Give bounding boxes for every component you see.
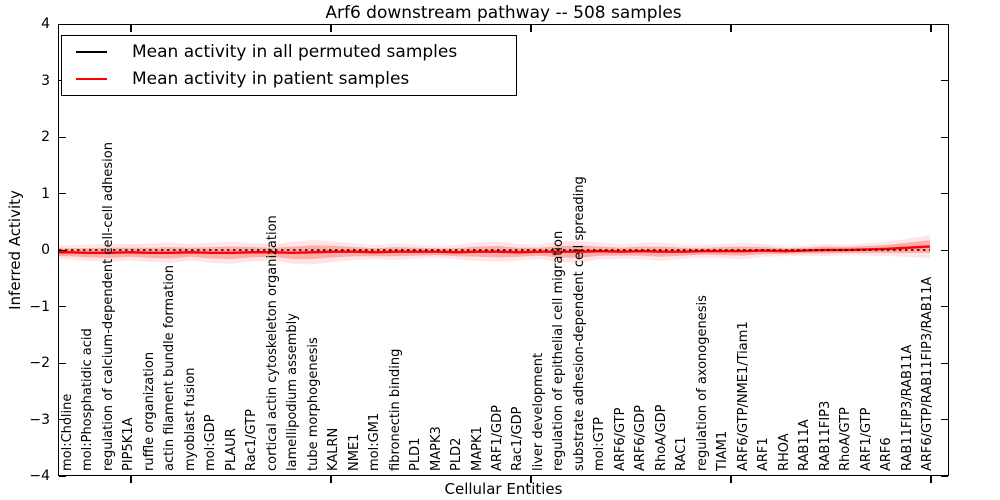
category-label: lamellipodium assembly [285,313,301,471]
y-tick-label: 1 [41,185,50,202]
category-label: ARF6/GTP/RAB11FIP3/RAB11A [920,276,935,471]
category-label: Rac1/GDP [510,406,526,471]
y-tick-mark [941,306,948,308]
category-label: ARF6/GTP [612,407,628,471]
x-tick-mark [530,25,532,32]
category-label: ARF6/GDP [633,405,649,471]
category-label: RHOA [776,433,792,471]
category-label: regulation of axonogenesis [694,295,710,471]
x-axis-label: Cellular Entities [444,480,563,498]
legend-item-permuted: Mean activity in all permuted samples [62,39,516,65]
category-label: ARF6/GTP/NME1/Tiam1 [735,321,751,471]
y-tick-mark [59,23,66,25]
y-tick-label: 2 [41,129,50,145]
category-label: RAC1 [674,436,690,471]
category-label: KALRN [326,427,342,471]
category-label: RhoA/GDP [653,404,669,471]
y-tick-label: −4 [29,468,50,484]
y-tick-mark [59,362,66,364]
y-tick-mark [941,80,948,82]
y-tick-label: 4 [41,16,50,32]
x-tick-mark [730,25,732,32]
category-label: mol:Choline [60,393,75,471]
category-label: actin filament bundle formation [162,265,178,471]
y-tick-label: −1 [29,298,50,315]
category-label: ARF1 [756,437,772,471]
x-tick-mark [730,475,732,483]
legend-item-patient: Mean activity in patient samples [62,66,516,92]
category-label: RAB11A [797,419,813,471]
category-label: ARF1/GDP [490,405,505,471]
y-tick-label: −3 [29,411,50,428]
confidence-band-inner [59,240,930,260]
category-label: NME1 [346,433,362,471]
x-tick-mark [330,25,332,32]
category-label: ruffle organization [141,351,157,471]
category-label: fibronectin binding [387,348,403,471]
y-tick-mark [941,362,948,364]
y-tick-mark [941,475,948,477]
category-label: mol:Phosphatidic acid [80,328,96,471]
y-tick-mark [941,419,948,421]
category-label: liver development [530,352,546,471]
y-tick-mark [59,193,66,195]
category-label: MAPK1 [469,426,485,471]
red-line-sample-icon [76,78,107,80]
x-tick-mark [130,475,132,483]
y-tick-mark [941,23,948,25]
y-tick-mark [59,475,66,477]
plot-area [58,24,949,476]
category-label: substrate adhesion-dependent cell spread… [571,176,587,471]
category-label: TIAM1 [715,430,731,471]
category-label: RAB11FIP3 [817,400,833,471]
category-label: regulation of epithelial cell migration [551,230,567,471]
confidence-band-outer [59,235,930,265]
legend: Mean activity in all permuted samples Me… [61,35,517,96]
patient-mean-line [59,245,930,255]
y-tick-mark [941,136,948,138]
category-label: tube morphogenesis [305,337,321,471]
x-tick-mark [930,475,932,483]
y-tick-label: −2 [29,355,50,371]
category-label: mol:GDP [203,414,219,471]
y-tick-mark [59,249,66,251]
x-tick-mark [330,475,332,483]
x-tick-mark [530,475,532,483]
y-tick-mark [59,306,66,308]
chart-title: Arf6 downstream pathway -- 508 samples [325,3,682,23]
y-tick-mark [941,249,948,251]
category-label: PLD2 [449,437,465,471]
x-tick-mark [130,25,132,32]
y-tick-label: 3 [41,72,50,89]
category-label: ARF1/GTP [858,407,874,471]
category-label: PIP5K1A [121,417,137,471]
x-tick-mark [930,25,932,32]
category-label: mol:GM1 [367,412,383,471]
y-tick-mark [59,136,66,138]
category-label: Rac1/GTP [244,409,260,471]
black-line-sample-icon [76,51,107,53]
y-tick-mark [59,419,66,421]
legend-label-permuted: Mean activity in all permuted samples [132,42,458,62]
category-label: ARF6 [879,437,895,471]
legend-label-patient: Mean activity in patient samples [132,69,410,89]
category-label: MAPK3 [428,426,444,471]
category-label: RhoA/GTP [838,407,854,471]
category-label: PLD1 [408,437,424,471]
category-label: RAB11FIP3/RAB11A [899,344,915,471]
y-tick-label: 0 [41,242,50,258]
category-label: PLAUR [223,428,239,471]
y-tick-mark [941,193,948,195]
category-label: cortical actin cytoskeleton organization [264,215,280,471]
category-label: regulation of calcium-dependent cell-cel… [100,142,116,471]
category-label: myoblast fusion [182,367,198,471]
category-label: mol:GTP [592,417,608,471]
